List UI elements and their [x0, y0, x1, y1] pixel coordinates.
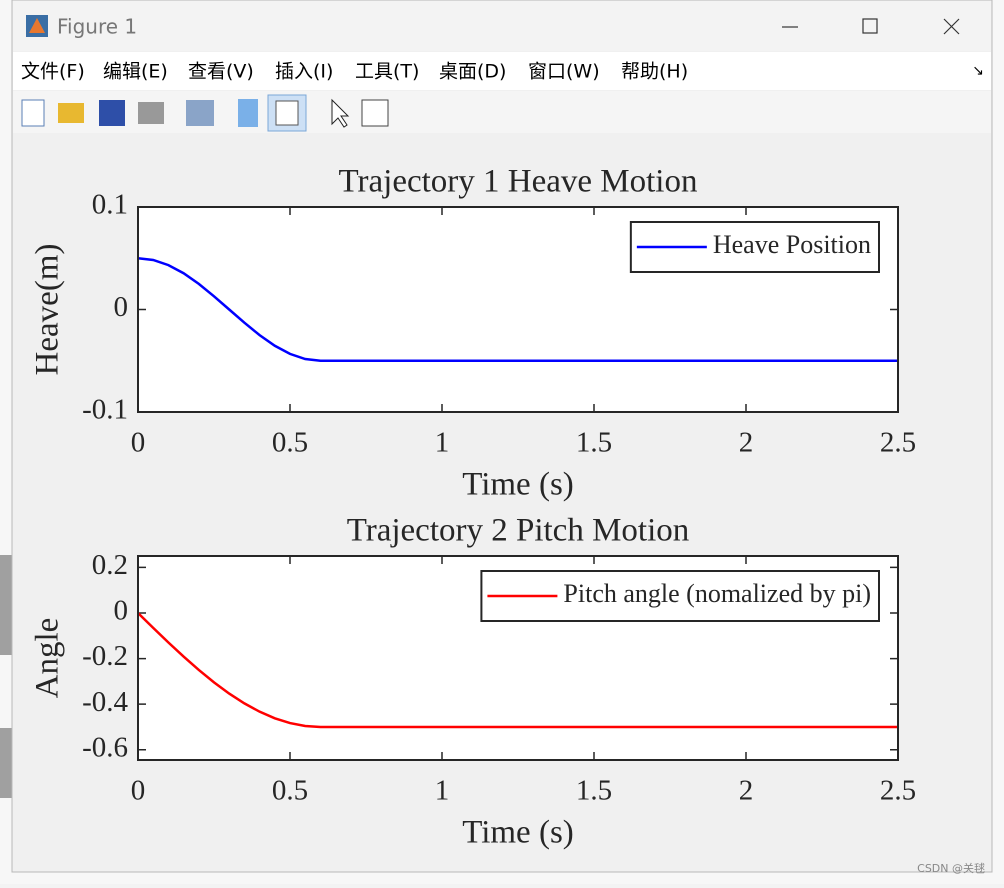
colorbar-icon[interactable]	[238, 99, 258, 127]
data-line	[137, 257, 898, 362]
legend: Heave Position	[629, 221, 880, 273]
background-block	[0, 728, 12, 798]
menu-bar	[13, 52, 991, 90]
menu-item[interactable]: 桌面(D)	[439, 61, 506, 83]
x-tick-label: 0.5	[272, 775, 308, 807]
print-icon[interactable]	[138, 102, 164, 124]
legend-label: Pitch angle (nomalized by pi)	[563, 579, 871, 608]
chart: Trajectory 1 Heave Motion Time (s) Heave(m…	[30, 164, 917, 503]
x-tick-label: 2	[739, 427, 754, 459]
window-title: Figure 1	[57, 15, 137, 39]
open-icon[interactable]	[58, 103, 84, 123]
y-tick-label: -0.4	[82, 686, 128, 718]
app-icon	[29, 18, 45, 33]
x-tick-label: 2	[739, 775, 754, 807]
x-tick-label: 2.5	[880, 427, 916, 459]
menu-item[interactable]: 查看(V)	[188, 61, 254, 83]
y-axis-label: Heave(m)	[30, 244, 66, 376]
x-tick-label: 1.5	[576, 775, 612, 807]
save-icon[interactable]	[99, 100, 125, 126]
x-tick-label: 1	[435, 775, 450, 807]
x-tick-label: 0.5	[272, 427, 308, 459]
chart-title: Trajectory 1 Heave Motion	[339, 164, 698, 200]
y-tick-label: 0.1	[92, 189, 128, 221]
x-tick-label: 2.5	[880, 775, 916, 807]
menu-item[interactable]: 工具(T)	[355, 61, 419, 83]
menu-arrow[interactable]: ↘	[972, 63, 984, 79]
menu-item[interactable]: 窗口(W)	[528, 61, 600, 83]
x-tick-label: 1.5	[576, 427, 612, 459]
legend-label: Heave Position	[713, 230, 871, 259]
x-axis-label: Time (s)	[462, 815, 574, 851]
close-button[interactable]	[943, 18, 960, 35]
axes-box	[137, 555, 899, 761]
menu-item[interactable]: 文件(F)	[21, 61, 85, 83]
pointer-icon[interactable]	[331, 98, 350, 128]
x-tick-label: 0	[131, 427, 146, 459]
menu-item[interactable]: 编辑(E)	[103, 61, 168, 83]
maximize-button[interactable]	[862, 18, 878, 34]
x-axis-label: Time (s)	[462, 467, 574, 503]
toolbar-icons	[21, 94, 389, 132]
chart: Trajectory 2 Pitch Motion Time (s) Angle 0 0…	[30, 513, 917, 851]
toolbar	[13, 91, 991, 133]
data-line	[137, 612, 898, 729]
new-icon[interactable]	[21, 99, 45, 127]
y-tick-label: -0.6	[82, 731, 128, 763]
title-bar	[13, 1, 991, 51]
y-tick-label: 0	[114, 595, 129, 627]
axes-box	[137, 206, 899, 413]
property-icon[interactable]	[361, 99, 389, 127]
chart-title: Trajectory 2 Pitch Motion	[347, 513, 690, 549]
legend-icon	[275, 100, 299, 126]
legend: Pitch angle (nomalized by pi)	[480, 570, 880, 622]
x-tick-label: 0	[131, 775, 146, 807]
y-tick-label: 0	[114, 291, 129, 323]
watermark: CSDN @关毬	[917, 861, 985, 875]
link-icon[interactable]	[186, 100, 214, 126]
background-block	[0, 555, 12, 655]
menu-item[interactable]: 插入(I)	[275, 61, 333, 83]
y-tick-label: -0.1	[82, 394, 128, 426]
x-tick-label: 1	[435, 427, 450, 459]
y-axis-label: Angle	[30, 618, 66, 699]
y-tick-label: -0.2	[82, 640, 128, 672]
y-tick-label: 0.2	[92, 549, 128, 581]
menu-item[interactable]: 帮助(H)	[621, 61, 688, 83]
